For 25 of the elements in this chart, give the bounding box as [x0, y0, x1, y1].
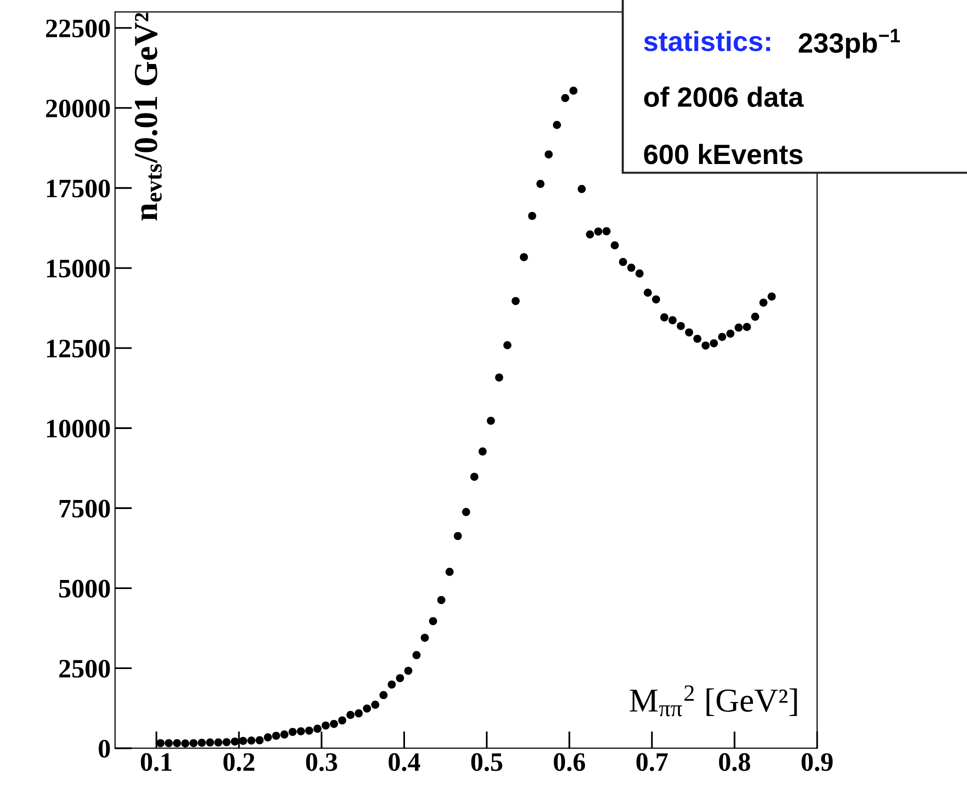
- x-tick-label: 0.5: [471, 753, 502, 772]
- y-tick-label: 12500: [47, 340, 110, 358]
- x-tick-label: 0.4: [388, 753, 420, 772]
- annotation: of 2006 data: [644, 86, 804, 107]
- y-tick-label: 17500: [47, 180, 110, 198]
- annotation: statistics:: [644, 30, 770, 52]
- x-tick-label: 0.1: [140, 753, 172, 772]
- y-axis-title: n$_{evts}$/0.01 GeV²: [134, 12, 162, 220]
- y-tick-label: 5000: [59, 580, 110, 598]
- annotation: 600 kEvents: [644, 144, 803, 164]
- y-tick-label: 20000: [46, 100, 110, 118]
- y-tick-label: 22500: [46, 20, 110, 38]
- y-tick-label: 0: [98, 740, 110, 758]
- x-tick-label: 0.9: [802, 753, 833, 772]
- y-tick-label: 7500: [60, 500, 110, 518]
- x-tick-label: 0.2: [223, 753, 254, 772]
- x-tick-label: 0.7: [636, 753, 668, 772]
- y-tick-label: 15000: [47, 260, 110, 278]
- y-tick-label: 10000: [47, 420, 110, 438]
- x-tick-label: 0.6: [554, 753, 586, 772]
- x-axis-title: M$_{ππ}$$^{2}$ [GeV²]: [630, 685, 797, 716]
- annotation: 233pb$^{−1}$: [798, 28, 900, 58]
- x-tick-label: 0.8: [719, 753, 750, 772]
- y-tick-label: 2500: [59, 660, 110, 678]
- x-tick-label: 0.3: [306, 753, 338, 772]
